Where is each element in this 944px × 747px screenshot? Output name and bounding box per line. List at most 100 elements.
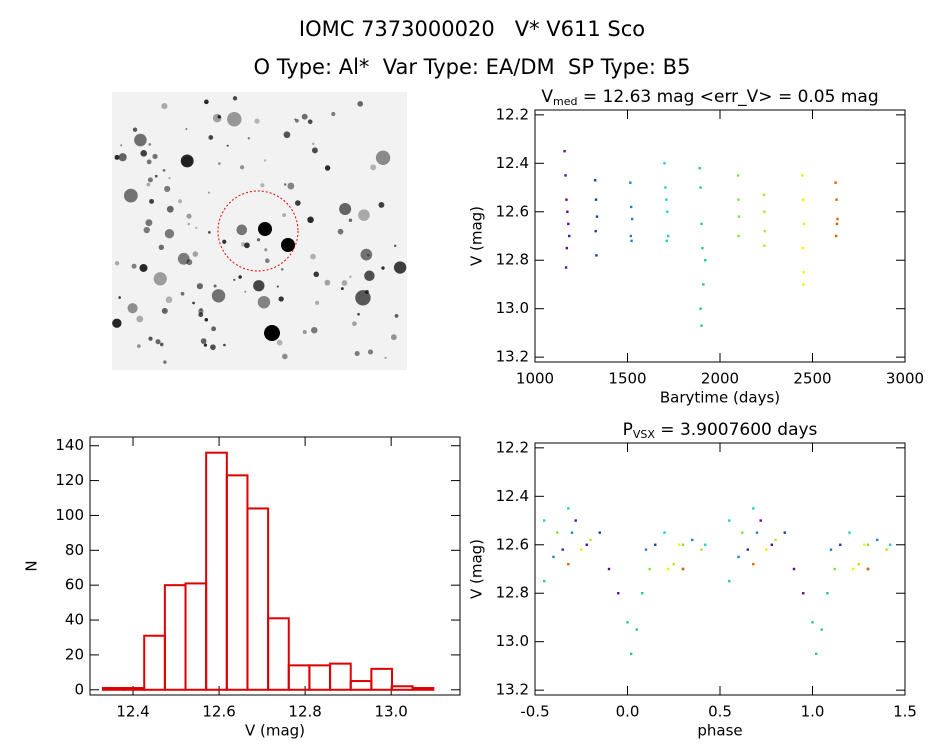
star [139,263,148,272]
data-point [836,217,839,221]
histogram-bar [287,664,311,691]
star [324,279,331,286]
star [276,339,283,346]
data-point [763,229,766,233]
data-point [834,234,838,238]
star [253,280,265,292]
star [280,267,284,271]
star [146,182,151,187]
star [357,100,364,107]
data-point [552,555,555,559]
y-tick-label: 0 [74,680,84,698]
data-point [672,562,675,566]
data-point [889,543,892,546]
star [364,270,375,281]
x-tick-label: 0.5 [708,703,732,721]
y-tick-label: 60 [65,576,84,594]
data-point [811,621,814,624]
data-point [802,198,805,201]
data-point [565,198,568,201]
y-tick-label: 12.2 [496,438,529,456]
data-point [570,531,574,534]
star [355,290,371,306]
star [384,356,387,359]
data-point [567,222,570,226]
data-point [641,592,644,595]
data-point [543,579,546,583]
data-point [626,621,629,624]
data-point [801,174,804,177]
star [148,143,152,146]
x-tick-label: 1500 [608,370,646,388]
star [282,353,288,360]
star [236,224,248,236]
data-point [792,567,796,571]
star [375,150,391,165]
star [301,113,308,120]
data-point [598,531,601,534]
x-tick-label: 12.6 [202,703,235,721]
star [276,285,279,288]
title-main: P [623,420,633,440]
star [239,165,245,170]
star [164,228,175,239]
data-point [852,567,855,571]
data-point [629,181,632,184]
y-tick-label: 13.0 [496,299,529,317]
star [207,191,210,194]
star [159,342,164,347]
star [264,325,280,341]
star [186,259,193,266]
page-title: IOMC 7373000020 V* V611 Sco [299,17,645,41]
data-point [763,244,766,247]
x-tick-label: 12.8 [288,703,321,721]
data-point [630,652,633,656]
data-point [802,283,805,286]
y-tick-label: 80 [65,541,84,559]
y-tick-label: 40 [65,611,84,629]
x-tick-label: 0.0 [616,703,640,721]
plot-frame [534,109,906,363]
histogram-bar [308,664,332,691]
star [185,127,188,130]
data-point [770,543,773,546]
star [283,183,287,186]
star [161,103,168,110]
data-point [802,271,805,274]
data-point [629,234,633,238]
x-tick-label: 1.0 [801,703,825,721]
y-tick-label: 13.0 [496,632,529,650]
star [295,118,299,123]
data-point [665,198,668,201]
page-subtitle: O Type: Al* Var Type: EA/DM SP Type: B5 [254,55,691,79]
star [147,177,153,183]
star [264,258,270,264]
y-tick-label: 13.2 [496,681,529,699]
x-axis-label: phase [697,722,742,740]
data-point [663,162,666,165]
data-point [664,186,667,189]
x-tick-label: 13.0 [374,703,407,721]
histogram-bar [329,662,352,691]
x-tick-label: 2500 [793,370,831,388]
data-point [585,543,588,546]
data-point [737,215,741,218]
data-point [802,592,805,595]
data-point [728,579,731,583]
data-point [876,538,879,542]
data-point [765,548,768,551]
star [315,300,320,305]
star [164,185,171,193]
histogram-bar [349,680,373,691]
data-point [885,548,888,551]
data-point [839,543,842,546]
star [263,159,267,162]
star [278,296,284,302]
star [254,118,260,124]
data-point [681,543,685,546]
data-point [567,562,570,566]
star [393,244,397,248]
star [354,351,360,357]
data-point [667,567,670,571]
